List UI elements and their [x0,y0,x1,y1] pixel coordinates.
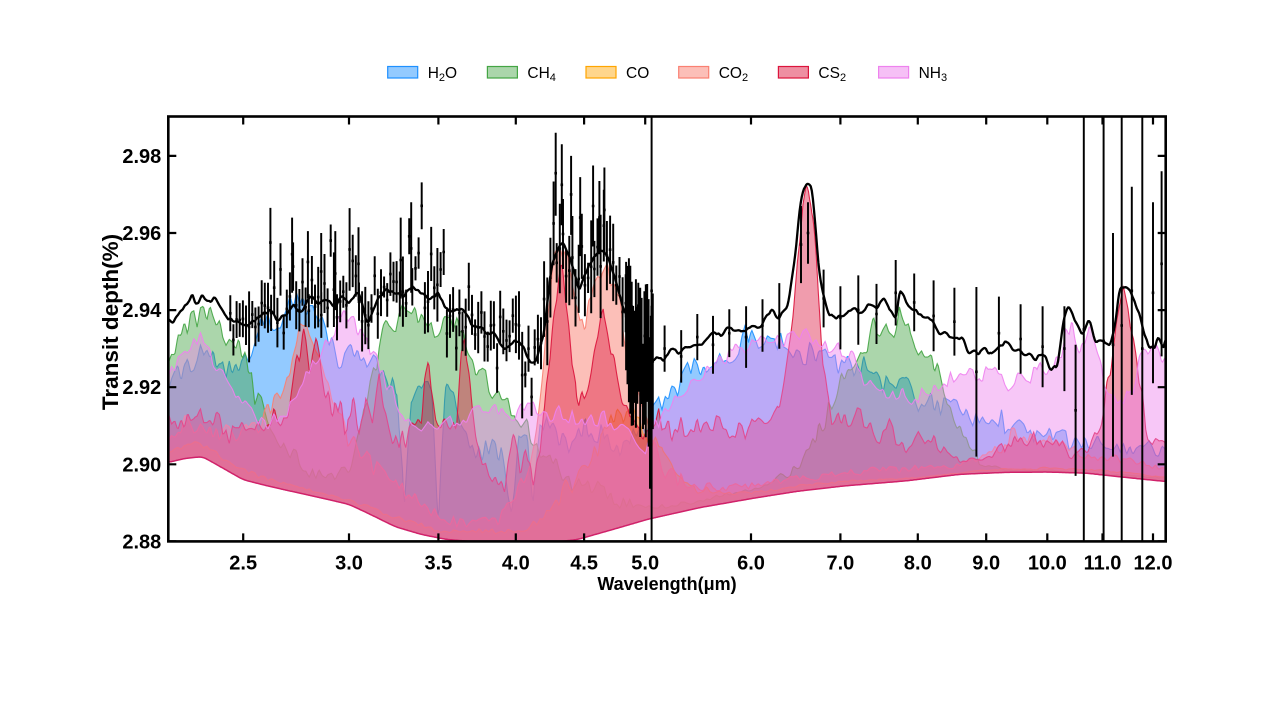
svg-text:4.5: 4.5 [570,553,598,575]
svg-text:10.0: 10.0 [1028,553,1067,575]
svg-text:H2O: H2O [428,65,457,84]
svg-text:6.0: 6.0 [737,553,765,575]
svg-text:3.0: 3.0 [335,553,363,575]
svg-text:2.5: 2.5 [229,553,257,575]
svg-text:CO2: CO2 [719,65,748,84]
svg-text:4.0: 4.0 [502,553,530,575]
svg-text:2.98: 2.98 [122,146,161,168]
svg-text:2.96: 2.96 [122,223,161,245]
svg-text:CS2: CS2 [818,65,846,84]
svg-text:CH4: CH4 [527,65,556,84]
svg-text:7.0: 7.0 [826,553,854,575]
svg-text:2.88: 2.88 [122,531,161,553]
svg-text:2.90: 2.90 [122,454,161,476]
svg-text:Transit depth(%): Transit depth(%) [98,234,123,410]
svg-text:Wavelength(μm): Wavelength(μm) [597,574,736,594]
svg-text:8.0: 8.0 [904,553,932,575]
svg-text:2.92: 2.92 [122,377,161,399]
svg-text:12.0: 12.0 [1134,553,1173,575]
svg-text:3.5: 3.5 [424,553,452,575]
svg-text:5.0: 5.0 [631,553,659,575]
svg-text:11.0: 11.0 [1084,553,1122,575]
svg-text:CO: CO [626,65,649,82]
svg-text:NH3: NH3 [919,65,948,84]
svg-text:9.0: 9.0 [972,553,1000,575]
svg-text:2.94: 2.94 [122,300,162,322]
